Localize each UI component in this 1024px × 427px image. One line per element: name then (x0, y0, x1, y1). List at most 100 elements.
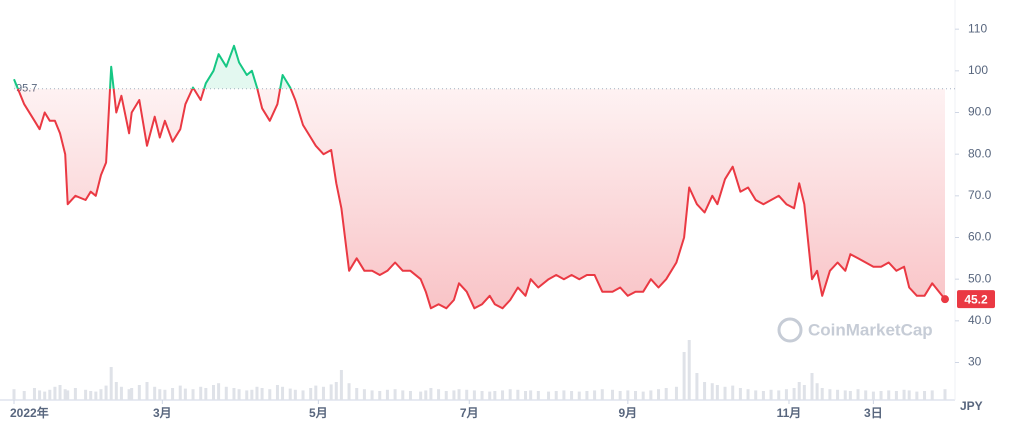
volume-bar (547, 391, 551, 400)
volume-bar (347, 383, 351, 400)
volume-bar (12, 389, 16, 400)
volume-bar (163, 389, 167, 400)
volume-bar (657, 389, 661, 400)
volume-bar (268, 389, 272, 400)
y-tick-label: 70.0 (968, 188, 992, 202)
volume-bar (754, 390, 758, 400)
x-tick-label: 11月 (777, 406, 802, 420)
volume-bar (329, 384, 333, 400)
volume-bar (943, 389, 947, 400)
volume-bar (761, 391, 765, 400)
volume-bar (585, 391, 589, 400)
volume-bar (89, 391, 93, 400)
volume-bar (66, 390, 70, 400)
volume-bar (245, 390, 249, 400)
volume-bar (457, 389, 461, 400)
volume-bar (902, 389, 906, 400)
x-tick-label: 3月 (153, 406, 172, 420)
volume-bar (577, 391, 581, 400)
volume-bar (424, 390, 428, 400)
volume-bar (109, 367, 113, 400)
volume-bar (119, 386, 123, 400)
volume-bar (63, 389, 67, 400)
volume-bar (32, 388, 36, 400)
area-fill (14, 88, 945, 309)
volume-bar (199, 386, 203, 400)
volume-bar (393, 389, 397, 400)
volume-bar (444, 391, 448, 400)
volume-bar (321, 386, 325, 400)
volume-bar (687, 340, 691, 400)
volume-bar (153, 386, 157, 400)
volume-bar (43, 391, 47, 400)
y-tick-label: 60.0 (968, 230, 992, 244)
volume-bar (314, 385, 318, 400)
volume-bar (401, 390, 405, 400)
volume-bar (419, 391, 423, 400)
volume-bar (73, 388, 77, 400)
y-tick-label: 40.0 (968, 313, 992, 327)
volume-bar (48, 389, 52, 400)
volume-bar (84, 389, 88, 400)
volume-bar (695, 373, 699, 400)
volume-bar (301, 390, 305, 400)
volume-bar (362, 389, 366, 400)
volume-bar (562, 390, 566, 400)
volume-bar (815, 383, 819, 400)
volume-bar (114, 382, 118, 400)
volume-bar (260, 388, 264, 400)
watermark-text: CoinMarketCap (808, 320, 933, 339)
x-tick-label: 2022年 (10, 405, 49, 420)
volume-bar (212, 385, 215, 400)
volume-bar (848, 391, 852, 400)
volume-bar (674, 386, 678, 400)
y-tick-label: 100 (968, 63, 988, 77)
price-line (16, 88, 946, 310)
volume-bar (178, 385, 182, 400)
x-tick-label: 9月 (619, 406, 638, 420)
volume-bar (171, 388, 175, 400)
volume-bar (894, 391, 898, 400)
volume-bar (217, 383, 221, 400)
volume-bar (465, 389, 469, 400)
volume-bar (158, 389, 162, 400)
y-tick-label: 50.0 (968, 271, 992, 285)
volume-bar (137, 385, 141, 400)
volume-bar (836, 389, 840, 400)
volume-bar (641, 391, 645, 400)
volume-bar (472, 390, 476, 400)
volume-bar (480, 391, 484, 400)
volume-bar (715, 385, 719, 400)
volume-bar (820, 388, 824, 400)
volume-bar (600, 389, 604, 400)
volume-bar (437, 389, 441, 400)
volume-bar (339, 370, 343, 400)
volume-bar (38, 390, 42, 400)
volume-bar (682, 352, 686, 400)
volume-bar (524, 391, 528, 400)
volume-bar (843, 390, 847, 400)
volume-bar (593, 390, 597, 400)
volume-bar (536, 391, 540, 400)
volume-bar (53, 386, 57, 400)
volume-bar (130, 388, 134, 400)
volume-bar (99, 389, 103, 400)
last-price-badge (957, 290, 995, 309)
y-tick-label: 80.0 (968, 146, 992, 160)
watermark: CoinMarketCap (777, 317, 933, 343)
volume-bar (703, 382, 707, 400)
volume-bar (784, 389, 788, 400)
volume-bar (58, 385, 62, 400)
volume-bar (746, 389, 750, 400)
volume-bar (802, 385, 806, 400)
volume-bar (879, 391, 883, 400)
volume-bar (792, 388, 796, 400)
volume-bar (516, 389, 520, 400)
volume-bar (887, 390, 891, 400)
volume-bar (611, 389, 614, 400)
volume-bar (634, 391, 638, 400)
volume-bar (429, 388, 433, 400)
volume-bar (777, 390, 781, 400)
